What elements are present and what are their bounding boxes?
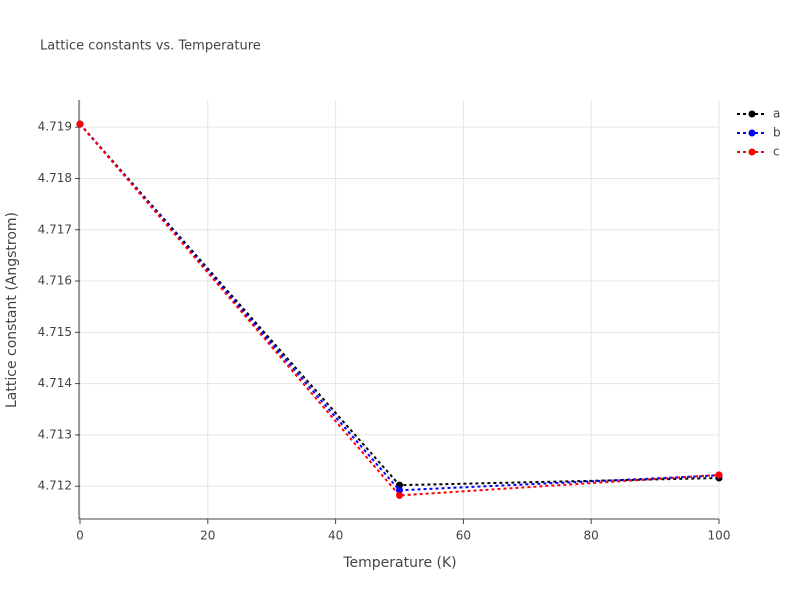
x-tick-label: 0 (76, 529, 84, 543)
point (76, 120, 84, 128)
point (396, 491, 403, 499)
legend-label: c (773, 145, 780, 159)
legend-item: b (737, 126, 781, 140)
y-tick-label: 4.717 (38, 222, 72, 236)
legend-item: c (737, 145, 780, 159)
x-axis-title: Temperature (K) (342, 555, 456, 571)
y-tick-label: 4.716 (38, 274, 72, 288)
legend-label: b (773, 126, 781, 140)
y-tick-label: 4.718 (38, 171, 72, 185)
x-tick-label: 60 (456, 529, 471, 543)
y-tick-label: 4.713 (38, 427, 72, 441)
y-tick-label: 4.715 (38, 325, 72, 339)
legend-marker (748, 148, 756, 156)
legend-label: a (773, 107, 780, 121)
y-tick-label: 4.714 (38, 376, 72, 390)
chart-title: Lattice constants vs. Temperature (40, 39, 261, 54)
y-axis-title: Lattice constant (Angstrom) (4, 212, 20, 408)
x-tick-label: 80 (584, 529, 599, 543)
x-tick-label: 40 (328, 529, 343, 543)
legend-item: a (737, 107, 780, 121)
y-tick-label: 4.712 (38, 479, 72, 493)
y-tick-label: 4.719 (38, 120, 72, 134)
x-tick-label: 20 (200, 529, 215, 543)
legend-marker (748, 129, 756, 137)
x-tick-label: 100 (708, 529, 731, 543)
series-line (79, 123, 720, 497)
point (715, 471, 723, 479)
legend-marker (748, 110, 756, 118)
